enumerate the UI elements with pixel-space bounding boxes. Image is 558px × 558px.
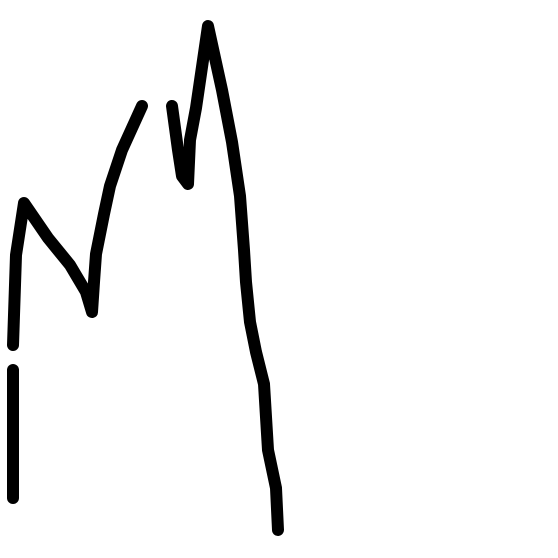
sketch-stroke-right-peak: [166, 20, 284, 536]
sketch-stroke-left-peaks: [7, 100, 148, 351]
